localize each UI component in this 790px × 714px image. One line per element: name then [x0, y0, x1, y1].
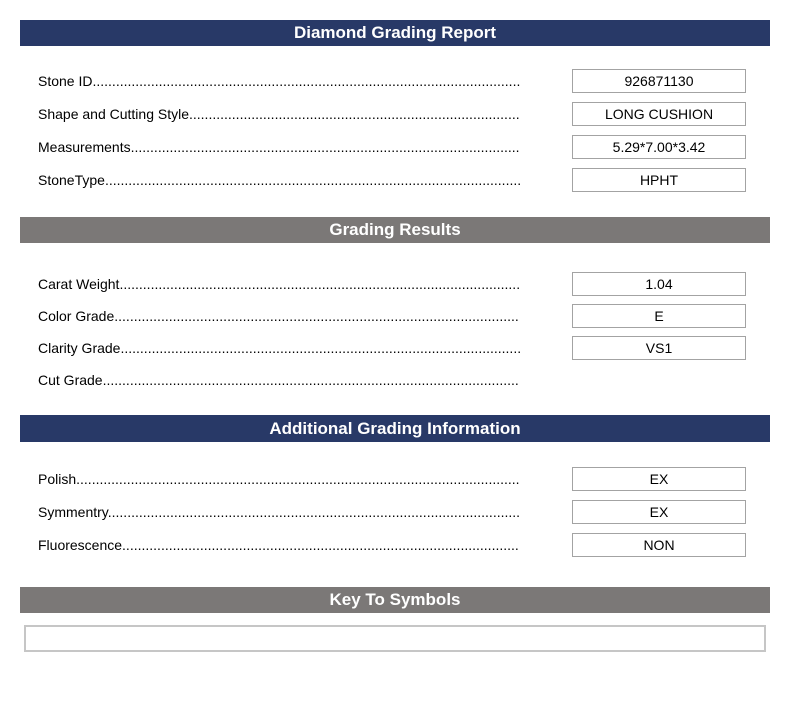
- grading-results-section: Carat Weight............................…: [20, 272, 770, 392]
- dot-leader: ........................................…: [130, 139, 520, 155]
- field-label-wrap: Stone ID................................…: [20, 73, 520, 89]
- field-label-stone-id: Stone ID: [38, 73, 93, 89]
- dot-leader: ........................................…: [104, 172, 520, 188]
- field-value-color-grade: E: [572, 304, 746, 328]
- field-row-symmetry: Symmentry...............................…: [20, 500, 770, 524]
- field-value-stone-type: HPHT: [572, 168, 746, 192]
- field-label-wrap: Symmentry...............................…: [20, 504, 520, 520]
- field-label-wrap: Shape and Cutting Style.................…: [20, 106, 520, 122]
- field-label-stone-type: StoneType: [38, 172, 105, 188]
- field-label-wrap: Color Grade.............................…: [20, 308, 520, 324]
- section-header-diamond-grading-report: Diamond Grading Report: [20, 20, 770, 46]
- field-row-carat-weight: Carat Weight............................…: [20, 272, 770, 296]
- field-label-clarity-grade: Clarity Grade: [38, 340, 121, 356]
- key-to-symbols-box: [24, 625, 766, 652]
- dot-leader: ........................................…: [102, 372, 520, 388]
- field-label-wrap: Fluorescence............................…: [20, 537, 520, 553]
- section-title: Diamond Grading Report: [293, 23, 497, 42]
- field-label-wrap: StoneType...............................…: [20, 172, 520, 188]
- field-label-polish: Polish: [38, 471, 77, 487]
- field-label-wrap: Measurements............................…: [20, 139, 520, 155]
- dot-leader: ........................................…: [120, 340, 520, 356]
- dot-leader: ........................................…: [92, 73, 520, 89]
- section-title: Additional Grading Information: [269, 419, 521, 438]
- dot-leader: ........................................…: [107, 504, 520, 520]
- section-title: Grading Results: [329, 220, 461, 239]
- field-label-cut-grade: Cut Grade: [38, 372, 103, 388]
- field-row-shape: Shape and Cutting Style.................…: [20, 102, 770, 126]
- field-row-clarity-grade: Clarity Grade...........................…: [20, 336, 770, 360]
- field-label-shape: Shape and Cutting Style: [38, 106, 189, 122]
- field-row-stone-type: StoneType...............................…: [20, 168, 770, 192]
- field-label-wrap: Polish..................................…: [20, 471, 520, 487]
- dot-leader: ........................................…: [122, 537, 520, 553]
- dot-leader: ........................................…: [189, 106, 520, 122]
- field-label-symmetry: Symmentry: [38, 504, 108, 520]
- field-label-wrap: Carat Weight............................…: [20, 276, 520, 292]
- field-value-fluorescence: NON: [572, 533, 746, 557]
- section-header-grading-results: Grading Results: [20, 217, 770, 243]
- field-value-clarity-grade: VS1: [572, 336, 746, 360]
- field-row-cut-grade: Cut Grade...............................…: [20, 368, 770, 392]
- field-label-carat-weight: Carat Weight: [38, 276, 120, 292]
- dot-leader: ........................................…: [114, 308, 520, 324]
- section-header-key-to-symbols: Key To Symbols: [20, 587, 770, 613]
- dot-leader: ........................................…: [119, 276, 520, 292]
- stone-info-section: Stone ID................................…: [20, 69, 770, 192]
- field-row-stone-id: Stone ID................................…: [20, 69, 770, 93]
- field-value-shape: LONG CUSHION: [572, 102, 746, 126]
- section-header-additional-grading-information: Additional Grading Information: [20, 415, 770, 442]
- field-value-polish: EX: [572, 467, 746, 491]
- field-row-fluorescence: Fluorescence............................…: [20, 533, 770, 557]
- field-label-fluorescence: Fluorescence: [38, 537, 123, 553]
- field-label-color-grade: Color Grade: [38, 308, 115, 324]
- field-label-wrap: Clarity Grade...........................…: [20, 340, 520, 356]
- field-label-wrap: Cut Grade...............................…: [20, 372, 520, 388]
- section-title: Key To Symbols: [329, 590, 461, 609]
- field-value-measurements: 5.29*7.00*3.42: [572, 135, 746, 159]
- field-row-measurements: Measurements............................…: [20, 135, 770, 159]
- field-label-measurements: Measurements: [38, 139, 131, 155]
- field-value-carat-weight: 1.04: [572, 272, 746, 296]
- dot-leader: ........................................…: [76, 471, 520, 487]
- field-value-stone-id: 926871130: [572, 69, 746, 93]
- field-row-polish: Polish..................................…: [20, 467, 770, 491]
- field-row-color-grade: Color Grade.............................…: [20, 304, 770, 328]
- field-value-symmetry: EX: [572, 500, 746, 524]
- additional-grading-section: Polish..................................…: [20, 467, 770, 557]
